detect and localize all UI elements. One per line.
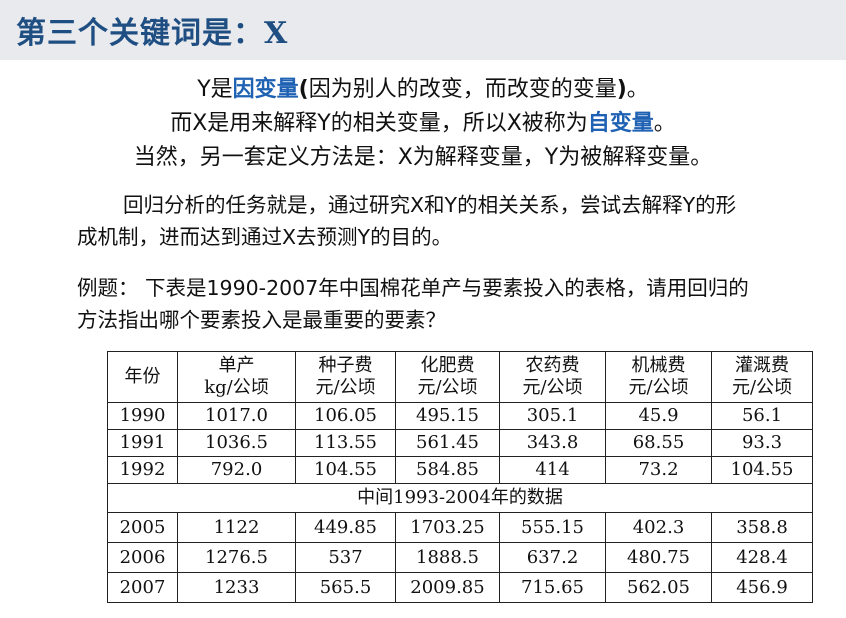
- table-cell: 2007: [107, 572, 178, 603]
- table-row: 2005 1122 449.85 1703.25 555.15 402.3 358.8: [107, 512, 813, 543]
- table-cell: 68.55: [605, 429, 712, 457]
- table-cell: 1036.5: [177, 429, 296, 457]
- table-cell: 480.75: [605, 542, 712, 573]
- middle-note: 中间1993-2004年的数据: [107, 483, 813, 513]
- paren-close: ): [616, 77, 627, 102]
- table-cell: 1990: [107, 402, 178, 430]
- table-cell: 1992: [107, 456, 178, 484]
- table-cell: 456.9: [711, 572, 813, 603]
- text: 回归分析的任务就是，通过研究X和Y的相关关系，尝试去解释Y的形: [123, 193, 737, 217]
- table-cell: 1703.25: [395, 512, 500, 543]
- table-cell: 565.5: [295, 572, 396, 603]
- text: 。: [653, 111, 676, 136]
- dependent-variable-term: 因变量: [232, 77, 299, 102]
- table-cell: 358.8: [711, 512, 813, 543]
- table-row: 1992 792.0 104.55 584.85 414 73.2 104.55: [107, 456, 813, 484]
- table-cell: 113.55: [295, 429, 396, 457]
- table-cell: 428.4: [711, 542, 813, 573]
- table-cell: 637.2: [499, 542, 606, 573]
- table-row: 2007 1233 565.5 2009.85 715.65 562.05 456.9: [107, 572, 813, 603]
- text: 而X是用来解释Y的相关变量，所以X被称为: [170, 111, 588, 136]
- regression-task-paragraph: 回归分析的任务就是，通过研究X和Y的相关关系，尝试去解释Y的形 成机制，进而达到…: [77, 189, 839, 253]
- definition-line-3: 当然，另一套定义方法是：X为解释变量，Y为被解释变量。: [133, 145, 713, 170]
- table-cell: 104.55: [295, 456, 396, 484]
- example-paragraph: 例题： 下表是1990-2007年中国棉花单产与要素投入的表格，请用回归的 方法…: [77, 272, 839, 336]
- table-cell: 2006: [107, 542, 178, 573]
- table-cell: 2009.85: [395, 572, 500, 603]
- table-cell: 106.05: [295, 402, 396, 430]
- table-cell: 555.15: [499, 512, 606, 543]
- header-machinery-cost: 机械费 元/公顷: [605, 351, 712, 403]
- table-cell: 343.8: [499, 429, 606, 457]
- header-yield: 单产 kg/公顷: [177, 351, 296, 403]
- cotton-data-table: 年份 单产 kg/公顷 种子费 元/公顷 化肥费 元/公顷 农药费 元/公顷 机械费 元/…: [107, 351, 813, 603]
- title-bar: 第三个关键词是：X: [0, 0, 846, 60]
- header-fertilizer-cost: 化肥费 元/公顷: [395, 351, 500, 403]
- table-cell: 1017.0: [177, 402, 296, 430]
- header-pesticide-cost: 农药费 元/公顷: [499, 351, 606, 403]
- table-cell: 495.15: [395, 402, 500, 430]
- table-cell: 562.05: [605, 572, 712, 603]
- paragraph-line: 成机制，进而达到通过X去预测Y的目的。: [77, 225, 453, 249]
- text: 。: [626, 77, 649, 102]
- header-row: 年份 单产 kg/公顷 种子费 元/公顷 化肥费 元/公顷 农药费 元/公顷 机械费 元/…: [107, 351, 813, 403]
- table-cell: 1276.5: [177, 542, 296, 573]
- table-cell: 73.2: [605, 456, 712, 484]
- table-cell: 305.1: [499, 402, 606, 430]
- table-cell: 45.9: [605, 402, 712, 430]
- text: 因为别人的改变，而改变的变量: [308, 77, 617, 102]
- table-cell: 792.0: [177, 456, 296, 484]
- table-row: 2006 1276.5 537 1888.5 637.2 480.75 428.4: [107, 542, 813, 573]
- paragraph-line: 回归分析的任务就是，通过研究X和Y的相关关系，尝试去解释Y的形: [77, 189, 839, 221]
- header-year: 年份: [107, 351, 178, 403]
- paragraph-line: 方法指出哪个要素投入是最重要的要素？: [77, 308, 446, 332]
- table-cell: 414: [499, 456, 606, 484]
- table-cell: 584.85: [395, 456, 500, 484]
- header-seed-cost: 种子费 元/公顷: [295, 351, 396, 403]
- middle-note-row: 中间1993-2004年的数据: [107, 483, 813, 513]
- table-cell: 1233: [177, 572, 296, 603]
- definition-line-2: 而X是用来解释Y的相关变量，所以X被称为自变量。: [0, 105, 846, 137]
- paren-open: (: [298, 77, 309, 102]
- table-cell: 561.45: [395, 429, 500, 457]
- table-cell: 537: [295, 542, 396, 573]
- definition-line-1: Y是因变量(因为别人的改变，而改变的变量)。: [0, 71, 846, 103]
- table-cell: 1991: [107, 429, 178, 457]
- table-cell: 715.65: [499, 572, 606, 603]
- table-cell: 449.85: [295, 512, 396, 543]
- table-cell: 104.55: [711, 456, 813, 484]
- paragraph-line: 例题： 下表是1990-2007年中国棉花单产与要素投入的表格，请用回归的: [77, 276, 749, 300]
- table-cell: 56.1: [711, 402, 813, 430]
- independent-variable-term: 自变量: [587, 111, 654, 136]
- table-cell: 1122: [177, 512, 296, 543]
- table-cell: 93.3: [711, 429, 813, 457]
- table-cell: 1888.5: [395, 542, 500, 573]
- table-cell: 2005: [107, 512, 178, 543]
- table-cell: 402.3: [605, 512, 712, 543]
- header-irrigation-cost: 灌溉费 元/公顷: [711, 351, 813, 403]
- slide-title: 第三个关键词是：X: [16, 16, 289, 51]
- text: Y是: [197, 77, 233, 102]
- table-row: 1991 1036.5 113.55 561.45 343.8 68.55 93.3: [107, 429, 813, 457]
- table-row: 1990 1017.0 106.05 495.15 305.1 45.9 56.1: [107, 402, 813, 430]
